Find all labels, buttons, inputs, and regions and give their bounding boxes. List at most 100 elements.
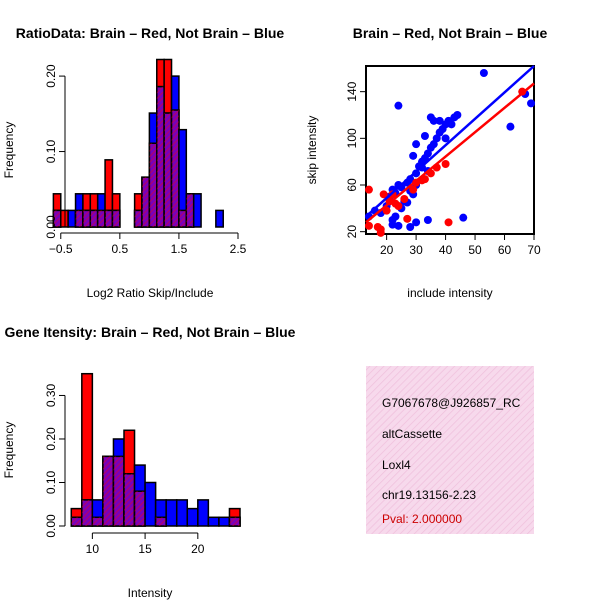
scatter-point-brain [379,190,388,199]
ratio-hist-bar-overlap-hatch [156,86,165,228]
scatter-point-not-brain [394,101,403,110]
scatter-point-not-brain [447,120,456,129]
scatter-x-tick-label: 70 [527,243,541,257]
ratio-histogram-title: RatioData: Brain – Red, Not Brain – Blue [16,25,285,41]
scatter-point-brain [394,202,403,210]
ratio-hist-y-tick-label: 0.20 [44,64,58,88]
gene-hist-x-tick-label: 10 [86,542,100,556]
ratio-hist-bar-overlap-hatch [149,143,157,227]
scatter-point-brain [444,218,453,227]
intensity-scatter: Brain – Red, Not Brain – Blue 20 30 40 50 60… [305,25,547,300]
scatter-point-brain [420,175,429,184]
scatter-point-not-brain [394,221,403,230]
gene-intensity-histogram-ylabel: Frequency [2,422,16,479]
gene-hist-bar-overlap-hatch [71,517,82,526]
gene-intensity-histogram: Gene Itensity: Brain – Red, Not Brain – … [2,324,296,600]
gene-hist-bar-not-brain [186,507,199,527]
scatter-point-brain [376,225,385,234]
scatter-fit-line-brain [365,82,535,224]
ratio-hist-bar-overlap-hatch [97,210,106,227]
ratio-hist-bar-overlap-hatch [142,177,150,227]
ratio-hist-y-tick-label: 0.10 [44,140,58,164]
ratio-histogram-ylabel: Frequency [2,122,16,179]
intensity-scatter-xlabel: include intensity [407,286,492,300]
scatter-y-tick-label: 100 [345,128,359,148]
info-gene-name: Loxl4 [382,458,411,472]
intensity-scatter-title: Brain – Red, Not Brain – Blue [353,25,548,41]
scatter-point-not-brain [412,218,421,227]
scatter-point-brain [409,185,418,194]
gene-hist-bar-not-brain [218,516,231,527]
gene-hist-y-tick-label: 0.30 [44,383,58,407]
gene-hist-bar-overlap-hatch [113,456,124,526]
ratio-hist-bar-overlap-hatch [186,193,194,227]
gene-hist-bar-overlap-hatch [81,499,93,526]
ratio-hist-bar-overlap-hatch [178,210,187,227]
info-event-type: altCassette [382,427,442,441]
gene-hist-bar-overlap-hatch [124,473,135,526]
ratio-hist-x-tick-label: 2.5 [230,242,247,256]
scatter-y-tick-label: 20 [345,225,359,239]
ratio-histogram: RatioData: Brain – Red, Not Brain – Blue… [2,25,284,300]
ratio-hist-bar-overlap-hatch [134,210,142,227]
gene-hist-bar-overlap-hatch [229,517,240,526]
ratio-hist-bar-brain [60,209,69,228]
scatter-fit-line-not-brain [365,65,535,218]
ratio-hist-bar-not-brain [215,209,224,228]
gene-hist-bar-overlap-hatch [134,491,146,526]
scatter-point-not-brain [527,99,536,108]
scatter-point-not-brain [435,116,444,125]
scatter-point-brain [382,206,391,215]
scatter-x-tick-label: 30 [409,243,423,257]
scatter-point-not-brain [506,122,515,131]
scatter-point-not-brain [423,216,432,224]
scatter-point-not-brain [420,132,429,140]
ratio-hist-bar-overlap-hatch [90,210,98,227]
info-panel: G7067678@J926857_RC altCassette Loxl4 ch… [366,366,534,534]
gene-hist-bar-overlap-hatch [102,456,114,526]
gene-intensity-histogram-xlabel: Intensity [128,586,173,600]
ratio-hist-bar-overlap-hatch [53,210,61,227]
scatter-point-brain [403,214,412,223]
scatter-x-tick-label: 50 [468,243,482,257]
scatter-point-not-brain [459,213,468,222]
gene-hist-bar-not-brain [207,516,220,527]
ratio-hist-bar-overlap-hatch [112,210,120,227]
ratio-hist-bar-overlap-hatch [164,113,172,227]
scatter-x-tick-label: 40 [439,243,453,257]
scatter-point-not-brain [412,140,421,149]
gene-hist-y-tick-label: 0.10 [44,470,58,494]
scatter-point-brain [364,221,373,230]
ratio-hist-x-tick-label: 1.5 [171,242,188,256]
info-locus: chr19.13156-2.23 [382,488,476,502]
scatter-point-brain [364,185,373,194]
scatter-point-not-brain [441,134,450,143]
scatter-point-brain [441,160,450,168]
ratio-hist-x-tick-label: −0.5 [49,242,73,256]
scatter-point-brain [400,195,409,203]
gene-hist-y-tick-label: 0.00 [44,514,58,538]
scatter-plot-frame [365,65,535,235]
ratio-hist-bar-overlap-hatch [82,210,91,227]
gene-hist-x-tick-label: 15 [138,542,152,556]
gene-intensity-histogram-title: Gene Itensity: Brain – Red, Not Brain – … [5,324,296,340]
scatter-y-tick-label: 140 [345,81,359,101]
info-pval: Pval: 2.000000 [382,512,462,526]
intensity-scatter-ylabel: skip intensity [305,116,319,185]
scatter-y-tick-label: 60 [345,178,359,192]
info-event-id: G7067678@J926857_RC [382,396,521,410]
ratio-hist-bar-overlap-hatch [171,110,179,227]
gene-hist-bar-not-brain [165,499,178,527]
ratio-histogram-xlabel: Log2 Ratio Skip/Include [87,286,214,300]
gene-hist-bar-not-brain [197,499,210,527]
scatter-point-not-brain [426,113,435,122]
scatter-point-not-brain [453,111,462,119]
ratio-hist-bar-not-brain [67,209,77,228]
gene-hist-bar-not-brain [175,499,189,527]
info-panel-background [366,366,534,534]
gene-hist-x-tick-label: 20 [191,542,205,556]
gene-hist-bar-not-brain [144,481,157,527]
scatter-x-tick-label: 20 [380,243,394,257]
scatter-point-not-brain [409,151,418,160]
